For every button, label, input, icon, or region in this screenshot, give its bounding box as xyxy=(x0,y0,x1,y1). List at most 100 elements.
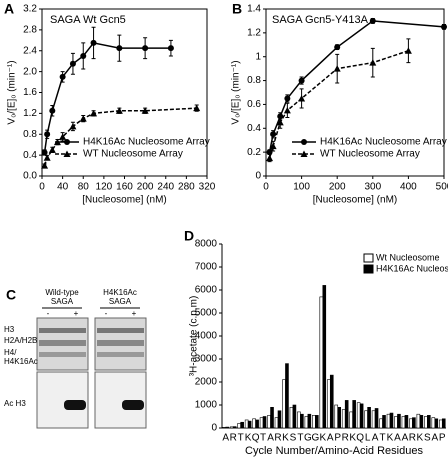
bar xyxy=(300,413,304,429)
band xyxy=(39,328,86,333)
bar xyxy=(359,403,364,429)
marker xyxy=(141,107,149,114)
panel-letter: D xyxy=(184,228,194,244)
x-tick-label: 280 xyxy=(178,182,195,193)
x-tick-label: 200 xyxy=(137,182,154,193)
x-tick-label: A xyxy=(431,433,438,444)
bar xyxy=(349,411,353,429)
y-tick-label: 1000 xyxy=(195,400,218,411)
panel-letter: C xyxy=(6,287,16,303)
bar xyxy=(401,416,406,429)
x-axis-label: [Nucleosome] (nM) xyxy=(313,195,397,206)
bar xyxy=(297,411,301,429)
x-tick-label: R xyxy=(274,433,281,444)
marker xyxy=(142,45,149,52)
y-tick-label: 1.6 xyxy=(23,87,37,98)
legend-label: WT Nucleosome Array xyxy=(320,149,420,160)
marker xyxy=(284,95,291,102)
x-tick-label: L xyxy=(365,433,371,444)
x-tick-label: T xyxy=(238,433,244,444)
bar xyxy=(409,418,413,429)
x-axis-label: Cycle Number/Amino-Acid Residues xyxy=(245,445,423,457)
chart-title: SAGA Gcn5-Y413A xyxy=(272,14,369,26)
bar xyxy=(315,415,319,429)
legend-marker xyxy=(301,139,307,145)
blot-band xyxy=(122,400,144,410)
x-tick-label: G xyxy=(304,433,312,444)
x-tick-label: Q xyxy=(252,433,260,444)
bar xyxy=(424,416,428,429)
bar xyxy=(255,419,259,429)
bar xyxy=(404,415,409,429)
marker xyxy=(269,142,277,150)
marker xyxy=(333,65,341,72)
x-tick-label: A xyxy=(327,433,334,444)
x-tick-label: P xyxy=(334,433,341,444)
y-tick-label: 0.8 xyxy=(247,75,261,86)
blot-band xyxy=(64,400,86,410)
x-tick-label: A xyxy=(222,433,229,444)
y-tick-label: 4000 xyxy=(195,331,218,342)
series-line xyxy=(268,50,409,159)
marker xyxy=(59,73,66,80)
band xyxy=(97,340,144,346)
bar xyxy=(232,426,237,429)
panel-letter: A xyxy=(4,1,14,17)
bar xyxy=(274,417,279,429)
lane-label: SAGA xyxy=(51,297,74,306)
x-tick-label: T xyxy=(297,433,303,444)
bar xyxy=(252,418,256,429)
bar xyxy=(367,406,371,429)
bar xyxy=(285,363,289,429)
x-tick-label: 400 xyxy=(400,182,417,193)
bar xyxy=(229,426,234,429)
marker xyxy=(193,104,201,112)
marker xyxy=(167,45,174,52)
bar xyxy=(344,400,349,429)
y-tick-label: 0.8 xyxy=(23,129,37,140)
marker xyxy=(41,162,49,169)
marker xyxy=(48,146,56,153)
marker xyxy=(80,52,87,59)
series-line xyxy=(43,42,171,153)
bar xyxy=(386,413,391,429)
band xyxy=(39,340,86,346)
series xyxy=(266,17,447,156)
bar xyxy=(356,402,361,429)
legend-label: H4K16Ac Nucleosome xyxy=(376,263,448,273)
y-tick-label: 1 xyxy=(255,51,261,62)
x-axis-label: [Nucleosome] (nM) xyxy=(82,195,166,206)
bar xyxy=(292,404,297,429)
plot-frame xyxy=(265,8,445,177)
bar xyxy=(364,410,368,429)
marker xyxy=(44,131,51,138)
y-tick-label: 6000 xyxy=(195,285,218,296)
y-tick-label: 0.0 xyxy=(23,171,37,182)
y-axis-label: ³H-acetate (c.p.m) xyxy=(189,296,200,377)
bar xyxy=(427,415,431,429)
x-tick-label: P xyxy=(439,433,446,444)
x-tick-label: T xyxy=(379,433,385,444)
chart-title: SAGA Wt Gcn5 xyxy=(50,14,126,26)
row-label: H2A/H2B xyxy=(4,336,37,345)
y-tick-label: 0 xyxy=(255,171,261,182)
marker xyxy=(266,154,274,162)
bar xyxy=(397,413,401,429)
bar xyxy=(247,420,252,429)
bar xyxy=(312,415,316,429)
x-tick-label: Q xyxy=(356,433,364,444)
bar xyxy=(267,415,271,429)
bar xyxy=(259,417,264,429)
y-tick-label: 0 xyxy=(211,423,217,434)
bar xyxy=(438,419,443,429)
lane-label: H4K16Ac xyxy=(103,288,137,297)
series xyxy=(41,26,174,156)
x-tick-label: G xyxy=(311,433,319,444)
marker xyxy=(59,133,67,140)
y-tick-label: 1.4 xyxy=(247,4,261,15)
x-tick-label: 40 xyxy=(57,182,69,193)
bar xyxy=(304,416,309,429)
row-label: Ac H3 xyxy=(4,399,26,408)
